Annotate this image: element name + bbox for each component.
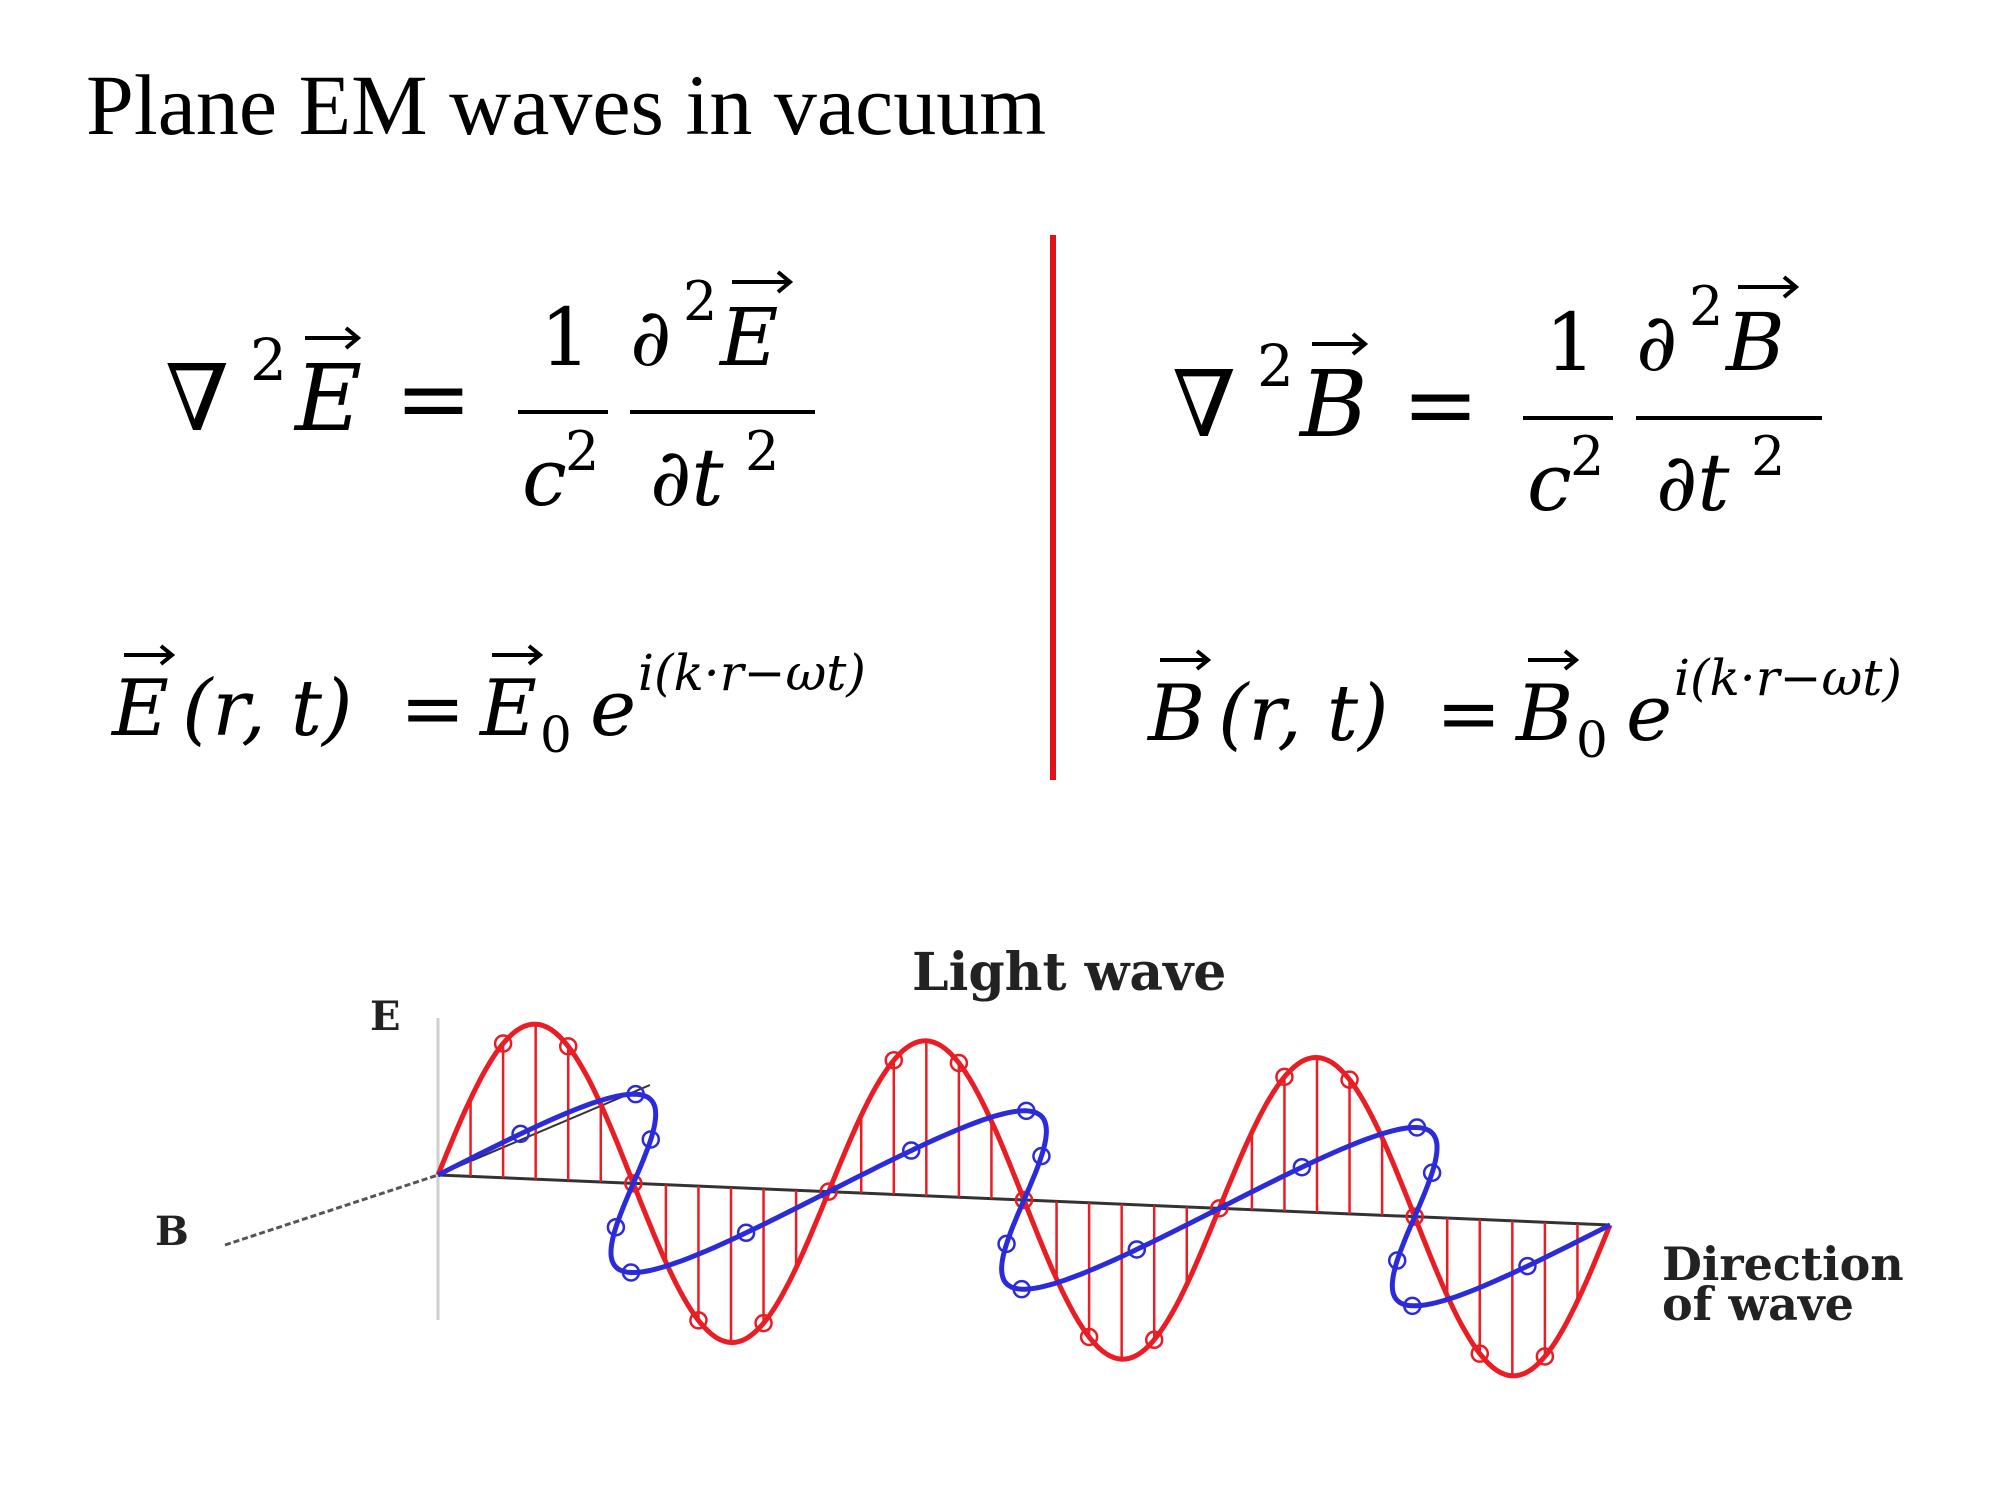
equals-sign: =: [1402, 351, 1479, 458]
deriv-field-e: E: [718, 291, 778, 384]
vector-arrow-icon: [732, 270, 794, 294]
lhs-field-b: B: [1298, 351, 1368, 458]
vector-arrow-icon: [492, 644, 544, 666]
amplitude-e: E: [478, 664, 537, 754]
e-field-marker: [949, 1053, 969, 1073]
solution-args: (r, t): [182, 664, 353, 754]
e-field-marker: [1014, 1190, 1034, 1210]
coef-den-exponent: 2: [565, 420, 599, 483]
b-field-marker: [901, 1141, 921, 1160]
b-projection-line: [437, 1084, 651, 1176]
e-field-marker: [1470, 1344, 1490, 1363]
b-field-marker: [606, 1217, 626, 1237]
b-field-marker: [1518, 1256, 1537, 1276]
deriv-denominator: ∂t: [650, 431, 724, 524]
lhs-field-e: E: [293, 345, 362, 452]
amplitude-b: B: [1514, 669, 1573, 759]
b-field-marker: [1032, 1146, 1051, 1166]
laplacian-symbol: ∇: [1172, 351, 1236, 458]
solution-field-e: E: [110, 664, 169, 754]
wave-equation-e: ∇ 2 E = 1 c 2 ∂ 2 E ∂t 2: [165, 270, 815, 524]
direction-label-line1: Direction: [1662, 1237, 1904, 1291]
e-field-marker: [884, 1050, 904, 1070]
partial-exponent: 2: [683, 270, 717, 333]
e-field-marker: [819, 1182, 838, 1201]
e-field-marker: [689, 1311, 708, 1330]
solution-field-b: B: [1146, 669, 1205, 759]
section-divider: [1050, 235, 1056, 780]
coef-denominator: c: [522, 431, 567, 524]
vector-arrow-icon: [1738, 275, 1800, 299]
solution-args: (r, t): [1218, 669, 1389, 759]
b-field-marker: [621, 1263, 641, 1282]
coef-denominator: c: [1527, 436, 1572, 529]
deriv-den-exponent: 2: [745, 420, 779, 483]
exponential-base: e: [590, 664, 636, 754]
label-e-axis: E: [370, 993, 401, 1040]
e-field-marker: [1144, 1330, 1164, 1350]
vector-arrow-icon: [124, 644, 176, 666]
deriv-den-exponent: 2: [1751, 425, 1785, 488]
coef-numerator: 1: [1545, 296, 1596, 389]
equations-panel: ∇ 2 E = 1 c 2 ∂ 2 E ∂t 2 ∇ 2 B = 1 c 2 ∂…: [110, 270, 1902, 769]
e-field-marker: [1405, 1207, 1424, 1226]
b-field-wave: [436, 1084, 1612, 1316]
vector-arrow-icon: [1528, 649, 1580, 671]
laplacian-exponent: 2: [250, 326, 287, 394]
vector-arrow-icon: [1160, 649, 1212, 671]
equals-sign: =: [1436, 669, 1501, 759]
laplacian-symbol: ∇: [165, 345, 229, 452]
deriv-field-b: B: [1724, 296, 1785, 389]
plane-wave-solution-e: E (r, t) = E 0 e i(k·r−ωt): [110, 644, 866, 764]
e-field-marker: [558, 1037, 578, 1056]
b-field-marker: [1403, 1296, 1422, 1316]
light-wave-diagram: Light wave E B Direction of wave: [155, 942, 1904, 1379]
b-field-marker: [736, 1223, 756, 1243]
wave-equation-b: ∇ 2 B = 1 c 2 ∂ 2 B ∂t 2: [1172, 275, 1822, 529]
coef-den-exponent: 2: [1570, 425, 1604, 488]
e-field-marker: [1210, 1199, 1229, 1218]
diagram-caption: Light wave: [912, 942, 1226, 1003]
b-field-marker: [641, 1130, 661, 1149]
page-title: Plane EM waves in vacuum: [86, 57, 1047, 153]
direction-label-line2: of wave: [1662, 1277, 1854, 1331]
exponent-phase: i(k·r−ωt): [1674, 649, 1902, 707]
b-field-marker: [511, 1124, 530, 1144]
b-field-marker: [1017, 1101, 1036, 1121]
partial-symbol: ∂: [630, 291, 671, 384]
equals-sign: =: [400, 664, 465, 754]
partial-exponent: 2: [1689, 275, 1723, 338]
b-field-marker: [1387, 1251, 1407, 1270]
deriv-denominator: ∂t: [1656, 436, 1730, 529]
vector-arrow-icon: [305, 326, 362, 350]
b-axis-line: [224, 1173, 439, 1247]
b-field-marker: [1407, 1118, 1427, 1137]
b-field-marker: [1012, 1279, 1031, 1299]
equals-sign: =: [395, 345, 472, 452]
e-field-marker: [1535, 1347, 1555, 1366]
e-field-marker: [493, 1034, 513, 1053]
b-field-marker: [1422, 1163, 1442, 1183]
amplitude-subscript: 0: [1576, 711, 1608, 769]
b-field-marker: [626, 1084, 645, 1104]
amplitude-subscript: 0: [540, 706, 572, 764]
e-field-marker: [624, 1174, 643, 1193]
e-field-marker: [754, 1313, 773, 1333]
plane-wave-solution-b: B (r, t) = B 0 e i(k·r−ωt): [1146, 649, 1902, 769]
vector-arrow-icon: [1312, 332, 1369, 356]
b-field-marker: [997, 1234, 1016, 1254]
e-field-marker: [1340, 1070, 1359, 1089]
label-b-axis: B: [155, 1208, 189, 1255]
coef-numerator: 1: [540, 291, 591, 384]
b-field-marker: [1292, 1157, 1312, 1177]
partial-symbol: ∂: [1636, 296, 1677, 389]
e-field-marker: [1275, 1067, 1294, 1087]
laplacian-exponent: 2: [1257, 332, 1294, 400]
b-field-marker: [1127, 1240, 1147, 1259]
exponent-phase: i(k·r−ωt): [638, 644, 866, 702]
e-field-marker: [1079, 1327, 1099, 1347]
exponential-base: e: [1626, 669, 1672, 759]
b-field-curve: [436, 1091, 1612, 1309]
